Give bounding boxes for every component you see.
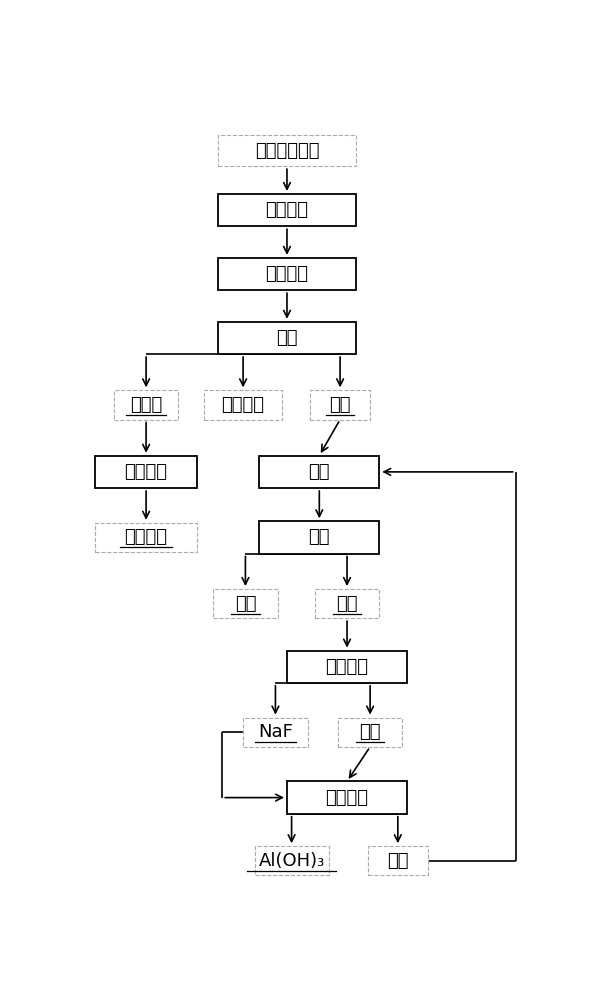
- Text: 碱浸: 碱浸: [309, 463, 330, 481]
- Bar: [218, 194, 356, 226]
- Text: NaF: NaF: [258, 723, 293, 741]
- Text: 滤液: 滤液: [359, 723, 381, 741]
- Bar: [310, 390, 370, 420]
- Text: 尾液: 尾液: [387, 852, 409, 870]
- Bar: [315, 589, 379, 618]
- Text: 破碎粉磨: 破碎粉磨: [265, 201, 309, 219]
- Text: 炭粉: 炭粉: [235, 595, 256, 613]
- Text: 废水回用: 废水回用: [222, 396, 265, 414]
- Text: 滤液: 滤液: [336, 595, 358, 613]
- Text: 浮选: 浮选: [276, 329, 298, 347]
- Bar: [287, 781, 407, 814]
- Text: 加热除炭: 加热除炭: [125, 463, 167, 481]
- Bar: [114, 390, 178, 420]
- Bar: [254, 846, 328, 875]
- Text: 电解质粉: 电解质粉: [125, 528, 167, 546]
- Bar: [204, 390, 283, 420]
- Bar: [287, 651, 407, 683]
- Bar: [259, 456, 379, 488]
- Bar: [213, 589, 278, 618]
- Text: Al(OH)₃: Al(OH)₃: [259, 852, 325, 870]
- Bar: [259, 521, 379, 554]
- Bar: [368, 846, 428, 875]
- Bar: [218, 258, 356, 290]
- Text: 电解质: 电解质: [130, 396, 162, 414]
- Text: 低热除氰: 低热除氰: [265, 265, 309, 283]
- Bar: [338, 718, 402, 747]
- Text: 过滤: 过滤: [309, 528, 330, 546]
- Bar: [218, 322, 356, 354]
- Text: 炭渣: 炭渣: [330, 396, 351, 414]
- Text: 蒸发结晶: 蒸发结晶: [325, 658, 368, 676]
- Text: 晶种分解: 晶种分解: [325, 789, 368, 807]
- Text: 废旧阴极炭块: 废旧阴极炭块: [254, 142, 319, 160]
- Bar: [95, 523, 197, 552]
- Bar: [95, 456, 197, 488]
- Bar: [243, 718, 308, 747]
- Bar: [218, 135, 356, 166]
